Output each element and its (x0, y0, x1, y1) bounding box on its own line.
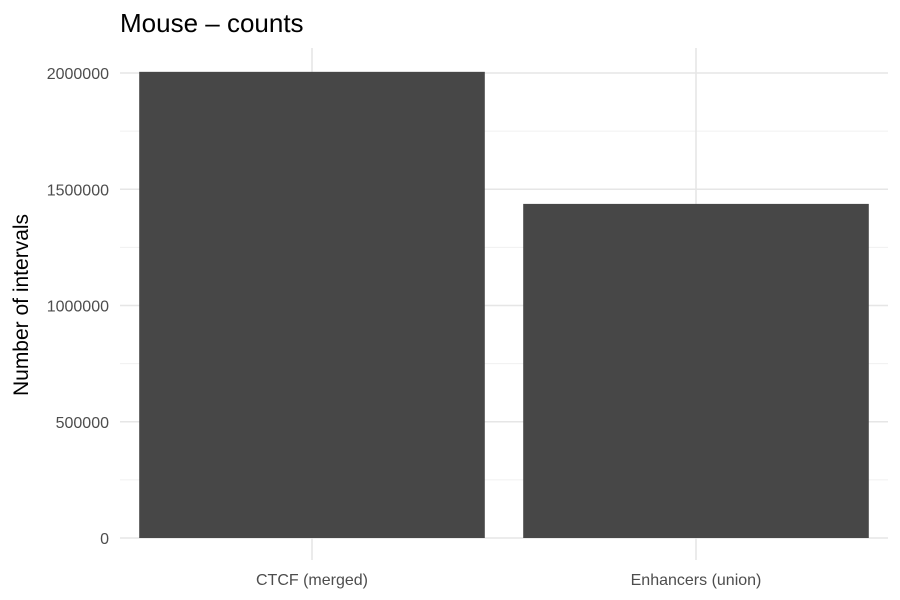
y-axis-ticks: 0 500000 1000000 1500000 2000000 (47, 66, 109, 548)
x-tick-label: Enhancers (union) (631, 572, 762, 589)
bar (139, 71, 485, 539)
x-tick-label: CTCF (merged) (256, 572, 368, 589)
y-axis-title: Number of intervals (10, 214, 33, 396)
bar (523, 203, 869, 538)
y-tick-label: 1000000 (47, 299, 109, 316)
y-tick-label: 500000 (56, 415, 109, 432)
y-tick-label: 0 (100, 531, 109, 548)
x-axis-ticks: CTCF (merged) Enhancers (union) (256, 572, 761, 589)
y-tick-label: 1500000 (47, 182, 109, 199)
y-tick-label: 2000000 (47, 66, 109, 83)
bar-layer (139, 71, 869, 539)
chart-title: Mouse – counts (120, 8, 304, 38)
